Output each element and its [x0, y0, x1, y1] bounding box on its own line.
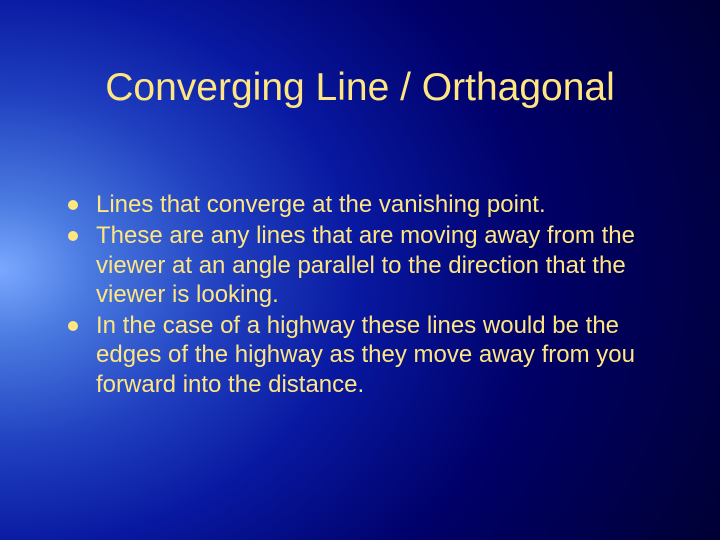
slide-body: Lines that converge at the vanishing poi… [68, 190, 670, 401]
bullet-icon [68, 231, 78, 241]
slide-title: Converging Line / Orthagonal [0, 66, 720, 110]
list-item: These are any lines that are moving away… [68, 221, 670, 309]
bullet-text: These are any lines that are moving away… [96, 221, 670, 309]
bullet-text: Lines that converge at the vanishing poi… [96, 190, 670, 219]
list-item: Lines that converge at the vanishing poi… [68, 190, 670, 219]
bullet-text: In the case of a highway these lines wou… [96, 311, 670, 399]
bullet-icon [68, 321, 78, 331]
bullet-icon [68, 200, 78, 210]
list-item: In the case of a highway these lines wou… [68, 311, 670, 399]
slide: Converging Line / Orthagonal Lines that … [0, 0, 720, 540]
